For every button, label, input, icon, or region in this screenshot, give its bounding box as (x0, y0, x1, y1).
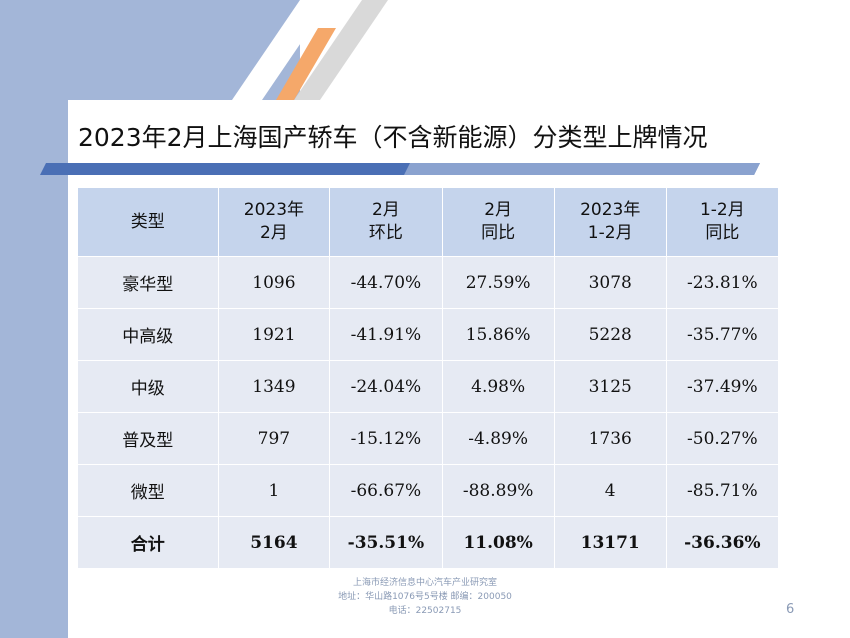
footer-address: 地址：华山路1076号5号楼 邮编：200050 (338, 592, 512, 602)
ytd-count: 3125 (553, 360, 667, 413)
total-feb-yoy: 11.08% (441, 516, 555, 569)
feb-count: 1349 (217, 360, 331, 413)
ytd-yoy: -23.81% (665, 256, 780, 309)
feb-mom: -24.04% (329, 360, 443, 413)
row-category: 微型 (77, 464, 219, 517)
ytd-yoy: -50.27% (665, 412, 780, 465)
diagonal-stripes (232, 0, 388, 100)
ytd-count: 1736 (553, 412, 667, 465)
header-feb-2023: 2023年 2月 (217, 187, 331, 257)
ytd-count: 5228 (553, 308, 667, 361)
feb-yoy: -4.89% (441, 412, 555, 465)
ytd-yoy: -85.71% (665, 464, 780, 517)
row-category: 豪华型 (77, 256, 219, 309)
ytd-count: 3078 (553, 256, 667, 309)
header-jan-feb-yoy: 1-2月 同比 (665, 187, 780, 257)
row-category: 中级 (77, 360, 219, 413)
feb-mom: -41.91% (329, 308, 443, 361)
stripe-white (232, 0, 330, 100)
feb-mom: -15.12% (329, 412, 443, 465)
header-feb-mom: 2月 环比 (329, 187, 443, 257)
registration-table: 类型 2023年 2月 2月 环比 2月 同比 2023年 1-2月 1-2月 同比 豪华… (77, 187, 780, 569)
header-type: 类型 (77, 187, 219, 257)
total-ytd-count: 13171 (553, 516, 667, 569)
table-row: 中级 1349 -24.04% 4.98% 3125 -37.49% (77, 360, 780, 413)
feb-yoy: 27.59% (441, 256, 555, 309)
row-category: 中高级 (77, 308, 219, 361)
total-feb-count: 5164 (217, 516, 331, 569)
stripe-orange (276, 28, 336, 100)
footer-phone: 电话：22502715 (388, 606, 462, 616)
feb-yoy: 15.86% (441, 308, 555, 361)
content-corner (68, 100, 368, 160)
header-feb-yoy: 2月 同比 (441, 187, 555, 257)
table-total-row: 合计 5164 -35.51% 11.08% 13171 -36.36% (77, 516, 780, 569)
feb-mom: -66.67% (329, 464, 443, 517)
table-row: 豪华型 1096 -44.70% 27.59% 3078 -23.81% (77, 256, 780, 309)
feb-mom: -44.70% (329, 256, 443, 309)
table-row: 微型 1 -66.67% -88.89% 4 -85.71% (77, 464, 780, 517)
total-ytd-yoy: -36.36% (665, 516, 780, 569)
feb-yoy: 4.98% (441, 360, 555, 413)
feb-count: 1096 (217, 256, 331, 309)
stripe-gray (294, 0, 388, 100)
feb-count: 797 (217, 412, 331, 465)
page-number: 6 (786, 602, 795, 617)
table-row: 中高级 1921 -41.91% 15.86% 5228 -35.77% (77, 308, 780, 361)
ytd-count: 4 (553, 464, 667, 517)
total-label: 合计 (77, 516, 219, 569)
feb-count: 1 (217, 464, 331, 517)
header-jan-feb-2023: 2023年 1-2月 (553, 187, 667, 257)
table-header-row: 类型 2023年 2月 2月 环比 2月 同比 2023年 1-2月 1-2月 同比 (77, 187, 780, 257)
title-underline (40, 163, 760, 175)
page-title: 2023年2月上海国产轿车（不含新能源）分类型上牌情况 (78, 123, 708, 152)
table-row: 普及型 797 -15.12% -4.89% 1736 -50.27% (77, 412, 780, 465)
total-feb-mom: -35.51% (329, 516, 443, 569)
left-decor-band (0, 0, 68, 638)
ytd-yoy: -35.77% (665, 308, 780, 361)
feb-yoy: -88.89% (441, 464, 555, 517)
feb-count: 1921 (217, 308, 331, 361)
ytd-yoy: -37.49% (665, 360, 780, 413)
footer-org: 上海市经济信息中心汽车产业研究室 (352, 578, 497, 588)
row-category: 普及型 (77, 412, 219, 465)
